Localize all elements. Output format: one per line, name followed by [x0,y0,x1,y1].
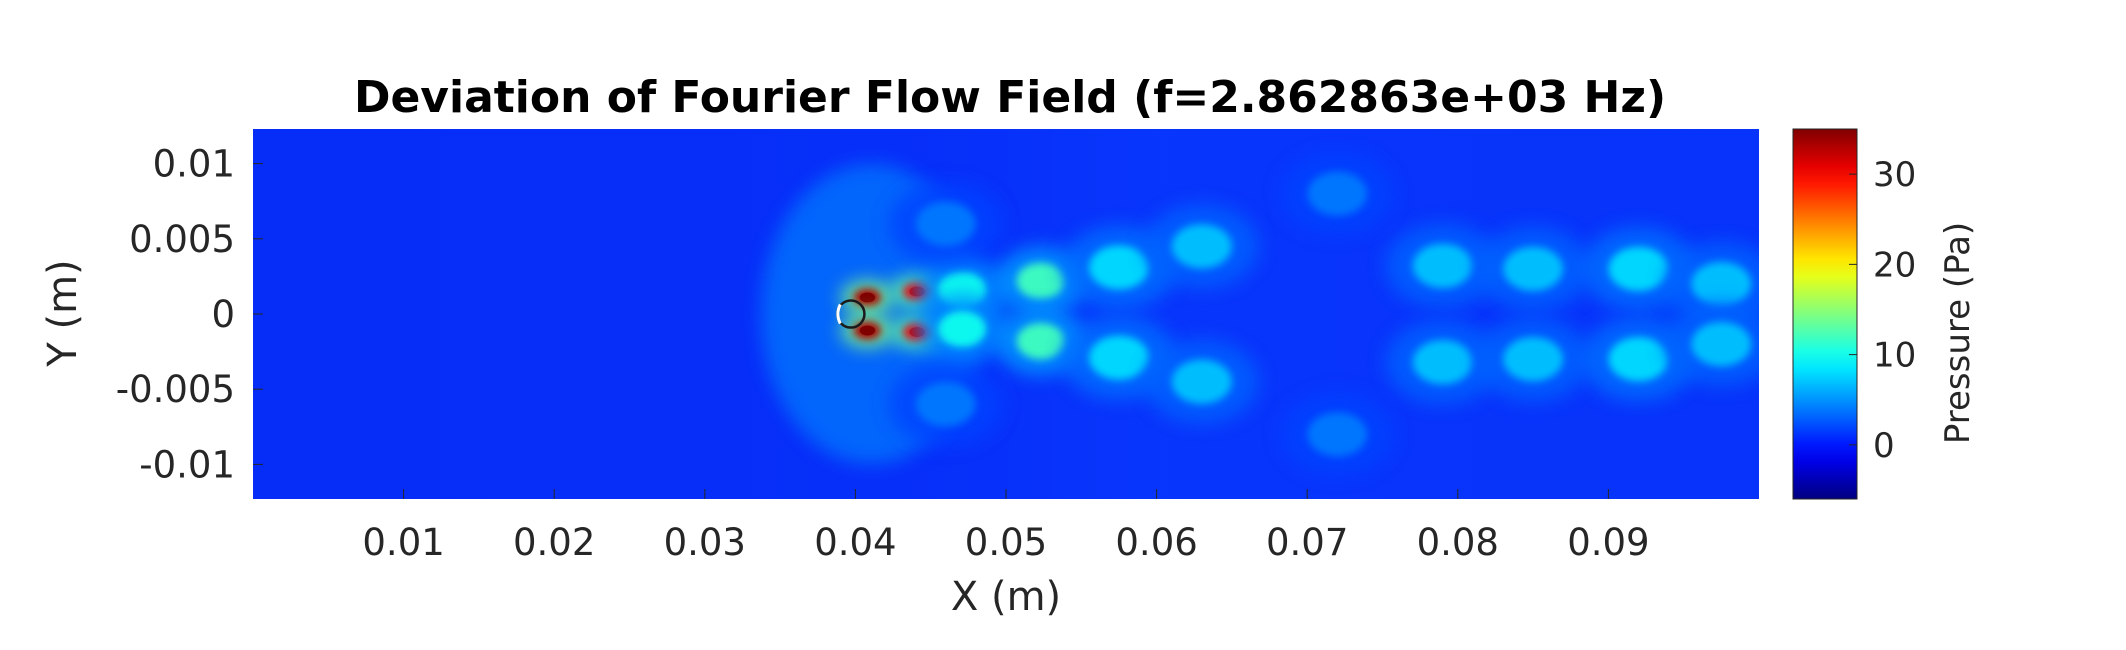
field-feature [1476,317,1591,401]
y-axis-label: Y (m) [40,259,86,367]
x-axis-label: X (m) [951,574,1061,620]
field-feature [888,181,1003,266]
field-feature [840,280,895,315]
x-tick-label: 0.04 [814,521,896,564]
field-feature [888,362,1003,447]
y-tick-label: 0.01 [153,143,235,186]
field-feature [840,313,895,348]
colorbar-label: Pressure (Pa) [1938,222,1978,444]
pressure-field [253,129,1759,499]
field-feature [1144,339,1259,424]
x-tick-label: 0.01 [362,521,444,564]
x-tick-label: 0.07 [1266,521,1348,564]
x-tick-label: 0.02 [513,521,595,564]
y-tick-label: 0.005 [129,218,235,261]
field-feature [1476,227,1591,311]
field-feature [1385,224,1500,308]
field-feature [1280,151,1395,236]
field-feature [916,294,1008,364]
field-feature [1280,392,1395,477]
colorbar-scale [1792,128,1858,500]
y-tick-label: -0.01 [139,443,235,486]
x-axis-ticks: 0.01 0.02 0.03 0.04 0.05 0.06 0.07 0.08 0.09 [362,489,1650,564]
x-tick-label: 0.05 [965,521,1047,564]
field-background-tint [253,129,1759,499]
x-tick-label: 0.08 [1417,521,1499,564]
x-tick-label: 0.06 [1115,521,1197,564]
y-tick-label: 0 [211,293,235,336]
colorbar-tick-label: 0 [1873,426,1895,466]
cylinder-obstacle [836,299,866,329]
colorbar-tick-label: 30 [1873,155,1916,195]
field-feature [1144,204,1259,289]
y-axis-ticks: 0.01 0.005 0 -0.005 -0.01 [116,143,263,486]
colorbar-tick-label: 20 [1873,245,1916,285]
field-feature [1385,320,1500,404]
field-feature [1664,302,1759,386]
colorbar: 30 20 10 0 Pressure (Pa) [1792,128,1978,500]
x-tick-label: 0.03 [664,521,746,564]
chart-title: Deviation of Fourier Flow Field (f=2.862… [354,72,1666,123]
cylinder-edge [836,303,842,325]
y-tick-label: -0.005 [116,368,235,411]
colorbar-ticks: 30 20 10 0 [1849,155,1916,466]
colorbar-tick-label: 10 [1873,336,1916,376]
plot-area [253,129,1759,499]
x-tick-label: 0.09 [1567,521,1649,564]
